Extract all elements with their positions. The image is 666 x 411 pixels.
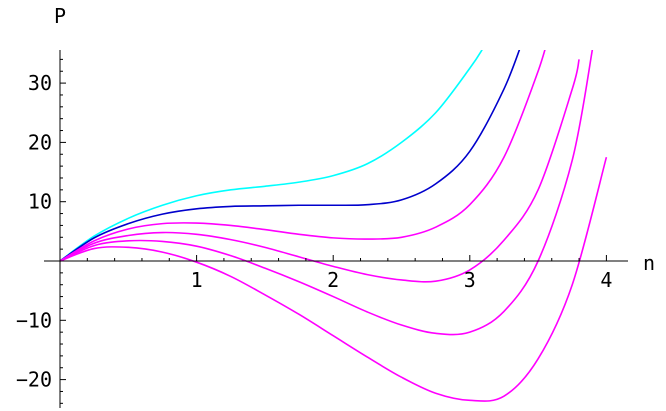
- series-line-4: [59, 59, 580, 283]
- y-tick-label: −10: [16, 308, 52, 332]
- y-tick-label: 10: [28, 190, 52, 214]
- axes: 1 2 3 4 −20 −10 10 20 30: [16, 50, 628, 408]
- y-tick-label: 20: [28, 130, 52, 154]
- y-axis-title: P: [54, 4, 66, 28]
- series-line-5: [59, 50, 594, 336]
- series-line-1: [59, 50, 483, 262]
- series-layer: [59, 50, 608, 402]
- series-line-2: [59, 50, 521, 262]
- x-tick-label: 2: [327, 268, 339, 292]
- x-tick-label: 3: [464, 268, 476, 292]
- series-line-6: [59, 157, 608, 402]
- x-tick-label: 1: [191, 268, 203, 292]
- y-tick-label: 30: [28, 71, 52, 95]
- y-tick-label: −20: [16, 368, 52, 392]
- x-tick-label: 4: [600, 268, 612, 292]
- x-axis-title: n: [643, 251, 655, 275]
- series-line-3: [59, 50, 546, 262]
